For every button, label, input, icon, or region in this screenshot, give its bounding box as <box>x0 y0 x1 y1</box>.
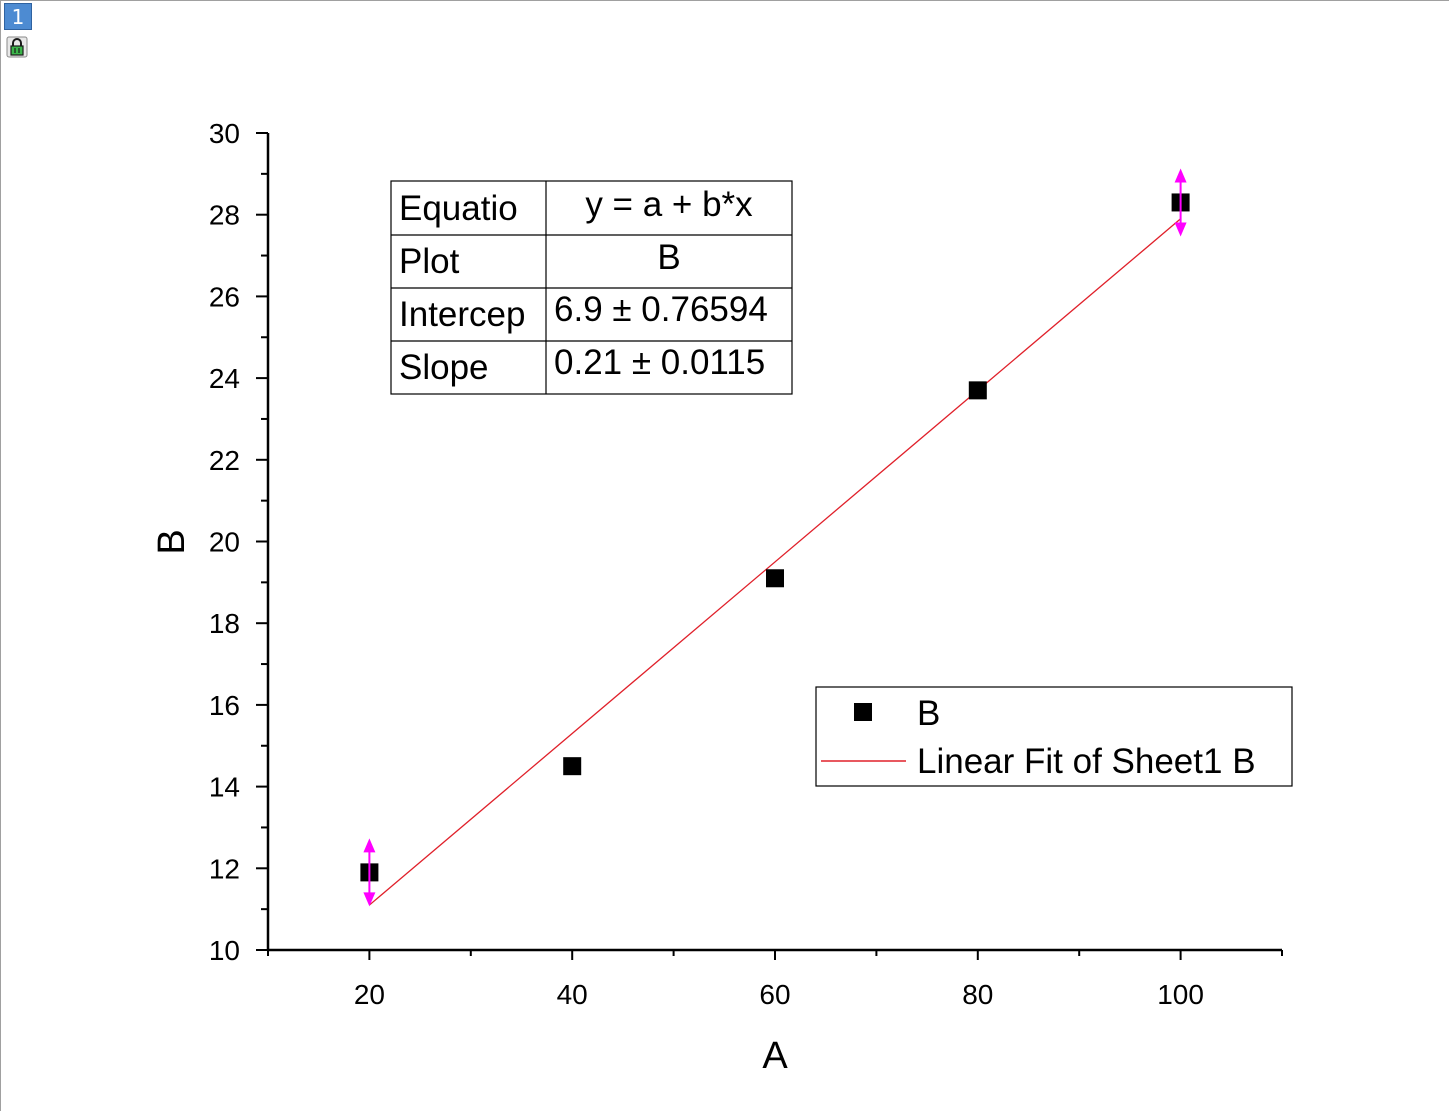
table-value-equation: y = a + b*x <box>585 185 753 224</box>
y-tick-label: 26 <box>209 281 240 312</box>
resize-handle-icon[interactable] <box>363 838 376 907</box>
legend[interactable]: B Linear Fit of Sheet1 B <box>815 686 1293 787</box>
y-tick-label: 16 <box>209 690 240 721</box>
linear-fit-line[interactable] <box>368 218 1182 906</box>
x-tick-label: 100 <box>1157 979 1204 1010</box>
x-tick-label: 60 <box>759 979 790 1010</box>
x-tick-label: 20 <box>354 979 385 1010</box>
y-tick-label: 12 <box>209 853 240 884</box>
data-point[interactable] <box>766 569 784 588</box>
table-value-intercept: 6.9 ± 0.76594 <box>554 290 768 329</box>
table-value-plot: B <box>657 238 680 277</box>
legend-label-fit: Linear Fit of Sheet1 B <box>917 742 1256 781</box>
y-tick-label: 22 <box>209 445 240 476</box>
y-tick-label: 24 <box>209 363 240 394</box>
fit-results-table[interactable]: Equatio y = a + b*x Plot B Intercep 6.9 … <box>390 180 793 395</box>
fit-line-layer[interactable] <box>368 218 1182 906</box>
data-point[interactable] <box>563 757 582 776</box>
y-tick-label: 30 <box>209 118 240 149</box>
lock-icon[interactable] <box>6 36 28 58</box>
ticks: 20 40 60 80 100 10 12 14 16 18 20 22 24 26 28 30 <box>209 118 1283 1010</box>
y-tick-label: 14 <box>209 772 240 803</box>
y-axis-title: B <box>151 529 193 554</box>
x-tick-label: 40 <box>557 979 588 1010</box>
table-label-slope: Slope <box>399 348 489 387</box>
table-label-plot: Plot <box>399 242 460 281</box>
handle-arrow-up <box>1174 168 1187 183</box>
handle-arrow-up <box>363 838 376 853</box>
x-tick-label: 80 <box>962 979 993 1010</box>
y-tick-label: 28 <box>209 200 240 231</box>
y-tick-label: 18 <box>209 608 240 639</box>
resize-handle-icon[interactable] <box>1174 168 1187 237</box>
layer-number-badge[interactable]: 1 <box>4 3 32 30</box>
y-tick-label: 20 <box>209 527 240 558</box>
table-value-slope: 0.21 ± 0.0115 <box>554 343 765 382</box>
selection-handles[interactable] <box>363 168 1187 907</box>
y-tick-label: 10 <box>209 935 240 966</box>
data-point[interactable] <box>968 381 987 400</box>
x-axis-title: A <box>762 1035 788 1077</box>
handle-arrow-down <box>363 892 376 907</box>
legend-marker-square <box>854 703 872 721</box>
legend-label-series: B <box>917 694 940 733</box>
table-label-intercept: Intercep <box>399 295 525 334</box>
table-label-equation: Equatio <box>399 189 518 228</box>
handle-arrow-down <box>1174 222 1187 237</box>
